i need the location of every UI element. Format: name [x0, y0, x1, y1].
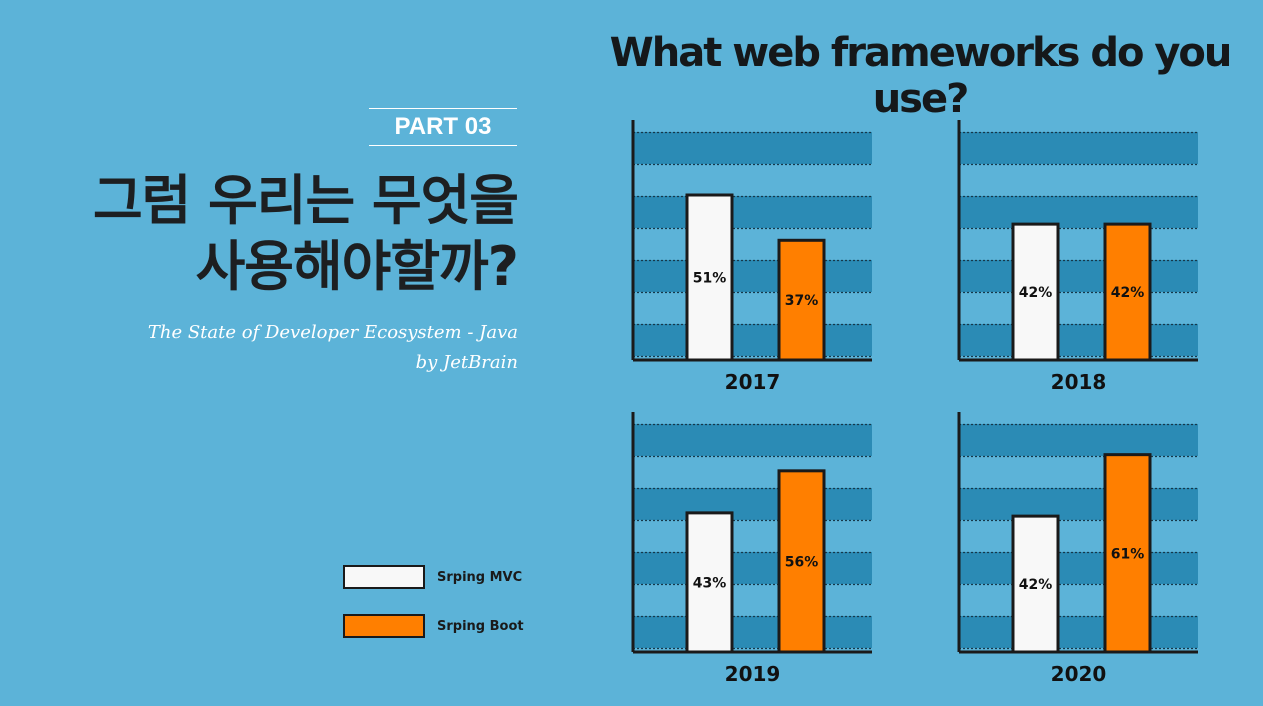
year-label-2018: 2018 — [1050, 370, 1107, 394]
grid-band — [633, 488, 872, 520]
grid-band — [959, 260, 1198, 292]
grid-band — [633, 552, 872, 584]
data-label: 42% — [1019, 577, 1053, 593]
grid-band — [633, 424, 872, 456]
headline-line-1: 그럼 우리는 무엇을 — [92, 169, 519, 232]
data-label: 42% — [1111, 285, 1145, 301]
chart-2018-plot: 42% 42% — [957, 120, 1198, 362]
grid-band — [959, 324, 1198, 356]
data-label: 37% — [785, 293, 819, 309]
year-label-2017: 2017 — [724, 370, 781, 394]
bar-mvc — [685, 511, 734, 654]
legend-swatch-boot — [343, 614, 425, 638]
headline: 그럼 우리는 무엇을 사용해야할까? — [92, 168, 519, 300]
grid-band — [959, 488, 1198, 520]
subtitle-line-1: The State of Developer Ecosystem - Java — [147, 322, 518, 343]
grid-band — [959, 132, 1198, 164]
data-label: 42% — [1019, 285, 1053, 301]
grid-band — [633, 196, 872, 228]
data-label: 56% — [785, 554, 819, 570]
grid-band — [633, 260, 872, 292]
grid-band — [959, 424, 1198, 456]
legend-item-mvc: Srping MVC — [343, 565, 522, 589]
chart-title: What web frameworks do you use? — [609, 30, 1233, 122]
chart-2017: 51% 37% 2017 — [630, 120, 875, 394]
part-label: PART 03 — [394, 113, 492, 140]
grid-band — [959, 616, 1198, 648]
bar-mvc — [685, 193, 734, 362]
grid-band — [633, 616, 872, 648]
year-label-2020: 2020 — [1050, 662, 1107, 686]
grid-band — [633, 132, 872, 164]
chart-2020: 42% 61% 2020 — [956, 412, 1201, 686]
headline-line-2: 사용해야할까? — [195, 235, 519, 298]
year-label-2019: 2019 — [724, 662, 781, 686]
bar-boot — [777, 469, 826, 654]
legend-label-boot: Srping Boot — [437, 618, 524, 634]
chart-2019: 43% 56% 2019 — [630, 412, 875, 686]
chart-2017-plot: 51% 37% — [631, 120, 872, 362]
bar-boot — [1103, 222, 1152, 362]
legend-item-boot: Srping Boot — [343, 614, 524, 638]
data-label: 43% — [693, 575, 727, 591]
chart-2020-plot: 42% 61% — [957, 412, 1198, 654]
bar-boot — [1103, 453, 1152, 654]
grid-band — [633, 324, 872, 356]
legend-swatch-mvc — [343, 565, 425, 589]
data-label: 51% — [693, 271, 727, 287]
subtitle: The State of Developer Ecosystem - Java … — [148, 318, 518, 378]
chart-2018: 42% 42% 2018 — [956, 120, 1201, 394]
chart-2019-plot: 43% 56% — [631, 412, 872, 654]
subtitle-line-2: by JetBrain — [415, 352, 518, 373]
part-tag: PART 03 — [369, 108, 517, 146]
grid-band — [959, 552, 1198, 584]
bar-mvc — [1011, 222, 1060, 362]
legend-label-mvc: Srping MVC — [437, 569, 523, 585]
grid-band — [959, 196, 1198, 228]
data-label: 61% — [1111, 546, 1145, 562]
bar-boot — [777, 238, 826, 362]
bar-mvc — [1011, 514, 1060, 654]
